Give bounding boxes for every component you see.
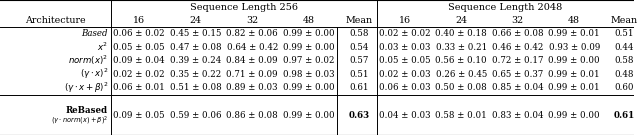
Text: Mean: Mean	[611, 16, 638, 25]
Text: 0.51 ± 0.08: 0.51 ± 0.08	[170, 83, 221, 92]
Text: 0.58: 0.58	[614, 56, 634, 65]
Text: 0.02 ± 0.02: 0.02 ± 0.02	[113, 70, 165, 79]
Text: 0.99 ± 0.00: 0.99 ± 0.00	[283, 29, 335, 38]
Text: 0.61: 0.61	[614, 111, 635, 120]
Text: 0.05 ± 0.05: 0.05 ± 0.05	[113, 43, 165, 52]
Text: 0.51: 0.51	[614, 29, 634, 38]
Text: 0.83 ± 0.04: 0.83 ± 0.04	[492, 111, 543, 120]
Text: 0.99 ± 0.01: 0.99 ± 0.01	[548, 29, 600, 38]
Text: 0.54: 0.54	[349, 43, 369, 52]
Text: 0.63: 0.63	[348, 111, 369, 120]
Text: 0.33 ± 0.21: 0.33 ± 0.21	[436, 43, 487, 52]
Text: Sequence Length 256: Sequence Length 256	[190, 3, 298, 11]
Text: 0.99 ± 0.00: 0.99 ± 0.00	[283, 111, 335, 120]
Text: 0.64 ± 0.42: 0.64 ± 0.42	[227, 43, 278, 52]
Text: 0.51: 0.51	[349, 70, 369, 79]
Text: 0.40 ± 0.18: 0.40 ± 0.18	[435, 29, 487, 38]
Text: 0.99 ± 0.00: 0.99 ± 0.00	[548, 56, 600, 65]
Text: 0.98 ± 0.03: 0.98 ± 0.03	[283, 70, 335, 79]
Text: $norm(x)^2$: $norm(x)^2$	[68, 54, 108, 68]
Text: 0.60: 0.60	[614, 83, 634, 92]
Text: 0.99 ± 0.00: 0.99 ± 0.00	[283, 43, 335, 52]
Text: 16: 16	[133, 16, 145, 25]
Text: 0.05 ± 0.05: 0.05 ± 0.05	[379, 56, 431, 65]
Text: 0.39 ± 0.24: 0.39 ± 0.24	[170, 56, 221, 65]
Text: 0.99 ± 0.00: 0.99 ± 0.00	[548, 111, 600, 120]
Text: 0.09 ± 0.04: 0.09 ± 0.04	[113, 56, 165, 65]
Text: 0.03 ± 0.03: 0.03 ± 0.03	[379, 43, 431, 52]
Text: 0.04 ± 0.03: 0.04 ± 0.03	[379, 111, 431, 120]
Text: 0.02 ± 0.02: 0.02 ± 0.02	[379, 29, 431, 38]
Text: ReBased: ReBased	[66, 106, 108, 115]
Text: 0.65 ± 0.37: 0.65 ± 0.37	[492, 70, 543, 79]
Text: 32: 32	[246, 16, 259, 25]
Text: 0.58 ± 0.01: 0.58 ± 0.01	[435, 111, 487, 120]
Text: Based: Based	[81, 29, 108, 38]
Text: 48: 48	[568, 16, 580, 25]
Text: 0.99 ± 0.00: 0.99 ± 0.00	[283, 83, 335, 92]
Text: 0.57: 0.57	[349, 56, 369, 65]
Text: 0.06 ± 0.02: 0.06 ± 0.02	[113, 29, 165, 38]
Text: Mean: Mean	[345, 16, 372, 25]
Text: 0.50 ± 0.08: 0.50 ± 0.08	[435, 83, 487, 92]
Text: 0.09 ± 0.05: 0.09 ± 0.05	[113, 111, 165, 120]
Text: 0.99 ± 0.01: 0.99 ± 0.01	[548, 70, 600, 79]
Text: Architecture: Architecture	[25, 16, 86, 25]
Text: 0.72 ± 0.17: 0.72 ± 0.17	[492, 56, 543, 65]
Text: 0.86 ± 0.08: 0.86 ± 0.08	[227, 111, 278, 120]
Text: 16: 16	[399, 16, 411, 25]
Text: 0.48: 0.48	[614, 70, 634, 79]
Text: 0.93 ± 0.09: 0.93 ± 0.09	[548, 43, 600, 52]
Text: 0.71 ± 0.09: 0.71 ± 0.09	[227, 70, 278, 79]
Text: 0.84 ± 0.09: 0.84 ± 0.09	[227, 56, 278, 65]
Text: 0.47 ± 0.08: 0.47 ± 0.08	[170, 43, 221, 52]
Text: Sequence Length 2048: Sequence Length 2048	[448, 3, 563, 11]
Text: 0.06 ± 0.01: 0.06 ± 0.01	[113, 83, 165, 92]
Text: 48: 48	[303, 16, 315, 25]
Text: 0.66 ± 0.08: 0.66 ± 0.08	[492, 29, 543, 38]
Text: 0.35 ± 0.22: 0.35 ± 0.22	[170, 70, 221, 79]
Text: 0.61: 0.61	[349, 83, 369, 92]
Text: 0.58: 0.58	[349, 29, 369, 38]
Text: 0.26 ± 0.45: 0.26 ± 0.45	[436, 70, 487, 79]
Text: 0.89 ± 0.03: 0.89 ± 0.03	[227, 83, 278, 92]
Text: 0.02 ± 0.03: 0.02 ± 0.03	[379, 70, 431, 79]
Text: $(\gamma \cdot x + \beta)^2$: $(\gamma \cdot x + \beta)^2$	[63, 81, 108, 95]
Text: 0.56 ± 0.10: 0.56 ± 0.10	[435, 56, 487, 65]
Text: 0.45 ± 0.15: 0.45 ± 0.15	[170, 29, 221, 38]
Text: $x^2$: $x^2$	[97, 41, 108, 53]
Text: 0.82 ± 0.06: 0.82 ± 0.06	[227, 29, 278, 38]
Text: 0.99 ± 0.01: 0.99 ± 0.01	[548, 83, 600, 92]
Text: 24: 24	[189, 16, 202, 25]
Text: 0.85 ± 0.04: 0.85 ± 0.04	[492, 83, 543, 92]
Text: 0.46 ± 0.42: 0.46 ± 0.42	[492, 43, 543, 52]
Text: 0.44: 0.44	[614, 43, 634, 52]
Text: 32: 32	[512, 16, 524, 25]
Text: 0.59 ± 0.06: 0.59 ± 0.06	[170, 111, 221, 120]
Text: 0.97 ± 0.02: 0.97 ± 0.02	[283, 56, 335, 65]
Text: 24: 24	[455, 16, 467, 25]
Text: $(\gamma \cdot norm(x) + \beta)^2$: $(\gamma \cdot norm(x) + \beta)^2$	[51, 115, 108, 127]
Text: $(\gamma \cdot x)^2$: $(\gamma \cdot x)^2$	[79, 67, 108, 81]
Text: 0.06 ± 0.03: 0.06 ± 0.03	[379, 83, 431, 92]
